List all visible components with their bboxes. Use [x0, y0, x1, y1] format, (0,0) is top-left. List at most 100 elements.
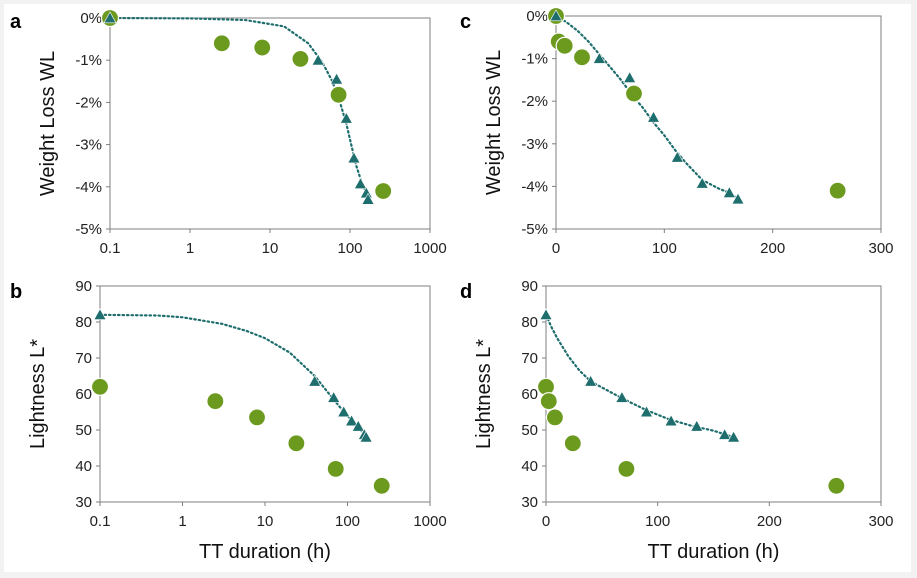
- y-axis-title: Weight Loss WL: [37, 51, 59, 196]
- panel-d: 0 100 200 300 90 80 70 60 50 40 30 Lightness L* TT d…: [460, 278, 894, 563]
- triangle-point: [345, 414, 359, 427]
- y-tick-label: -1%: [521, 51, 548, 68]
- triangle-point: [351, 419, 365, 432]
- circle-point: [372, 476, 391, 495]
- panel-letter: a: [10, 11, 22, 33]
- triangle-point: [359, 430, 373, 443]
- triangle-point: [103, 11, 117, 24]
- figure: 0.1 1 10 100 1000 0% -1% -2% -3% -4% -5% Weight Los…: [4, 4, 911, 572]
- circle-point: [563, 434, 582, 453]
- triangle-point: [584, 374, 598, 387]
- triangle-point: [311, 53, 325, 66]
- x-tick-label: 100: [652, 240, 677, 257]
- y-tick-label: -5%: [521, 221, 548, 238]
- triangle-point: [339, 111, 353, 124]
- y-tick-label: -5%: [75, 221, 102, 238]
- x-tick-label: 100: [645, 513, 670, 530]
- x-tick-label: 0: [552, 240, 560, 257]
- panel-letter: d: [460, 281, 472, 303]
- fit-curve: [108, 16, 370, 200]
- triangle-point: [549, 9, 563, 22]
- triangle-point: [722, 186, 736, 198]
- x-tick-label: 300: [868, 513, 893, 530]
- x-axis-title: TT duration (h): [648, 541, 780, 563]
- y-tick-label: 30: [75, 494, 92, 511]
- y-tick-label: -4%: [75, 179, 102, 196]
- x-tick-label: 0.1: [100, 240, 121, 257]
- fit-curve: [554, 14, 740, 201]
- circle-point: [617, 459, 636, 478]
- y-axis-title: Weight Loss WL: [483, 50, 505, 195]
- y-tick-label: 70: [75, 350, 92, 367]
- triangle-point: [623, 71, 637, 83]
- circle-point: [291, 49, 310, 69]
- triangle-point: [347, 151, 361, 164]
- circle-point: [827, 476, 846, 495]
- triangle-point: [361, 192, 375, 205]
- y-tick-label: 90: [75, 278, 92, 295]
- panel-b: 0.1 1 10 100 1000 90 80 70 60 50 40 30 Lightness L* T…: [10, 278, 447, 563]
- plot-frame: [99, 285, 431, 503]
- circle-point: [212, 34, 231, 53]
- triangle-point: [327, 390, 341, 403]
- y-tick-label: 0%: [80, 10, 102, 27]
- triangle-point: [93, 308, 107, 320]
- x-tick-label: 200: [760, 240, 785, 257]
- y-axis-title: Lightness L*: [473, 339, 495, 449]
- x-tick-label: 10: [262, 240, 279, 257]
- x-tick-label: 200: [757, 513, 782, 530]
- circle-point: [206, 392, 225, 411]
- y-tick-label: 40: [521, 458, 538, 475]
- circle-point: [828, 181, 847, 200]
- y-axis-title: Lightness L*: [27, 339, 49, 449]
- circle-point: [329, 85, 348, 104]
- y-tick-label: 60: [75, 386, 92, 403]
- plot-frame: [555, 15, 882, 230]
- triangle-point: [718, 428, 732, 440]
- y-tick-label: 80: [521, 314, 538, 331]
- triangle-point: [308, 374, 322, 387]
- circle-point: [90, 377, 110, 396]
- y-tick-label: -2%: [75, 94, 102, 111]
- fit-curve: [98, 313, 368, 439]
- y-tick-label: -4%: [521, 178, 548, 195]
- y-tick-label: 30: [521, 494, 538, 511]
- fit-curve: [544, 313, 735, 439]
- y-tick-label: -2%: [521, 93, 548, 110]
- plot-frame: [545, 285, 882, 503]
- triangle-point: [639, 405, 654, 418]
- triangle-point: [646, 110, 661, 123]
- circle-point: [326, 459, 345, 478]
- triangle-point: [615, 390, 629, 403]
- x-tick-label: 1: [186, 240, 194, 257]
- y-tick-label: -3%: [75, 137, 102, 154]
- x-tick-label: 0: [542, 513, 550, 530]
- y-tick-label: -3%: [521, 136, 548, 153]
- triangle-point: [670, 150, 684, 163]
- panel-a: 0.1 1 10 100 1000 0% -1% -2% -3% -4% -5% Weight Los…: [10, 8, 447, 257]
- triangle-point: [330, 72, 344, 85]
- triangle-point: [695, 176, 709, 189]
- circle-point: [247, 408, 267, 427]
- triangle-point: [731, 192, 745, 205]
- y-tick-label: 70: [521, 350, 538, 367]
- x-tick-label: 0.1: [90, 513, 111, 530]
- x-tick-label: 1000: [413, 513, 446, 530]
- panel-c: 0 100 200 300 0% -1% -2% -3% -4% -5% Weight Loss W…: [460, 6, 894, 257]
- triangle-point: [727, 430, 741, 443]
- circle-point: [253, 38, 272, 57]
- triangle-point: [337, 405, 351, 418]
- x-tick-label: 1: [178, 513, 186, 530]
- x-tick-label: 100: [337, 240, 362, 257]
- circle-point: [545, 408, 565, 427]
- x-tick-label: 100: [335, 513, 360, 530]
- triangle-point: [539, 308, 553, 320]
- circle-point: [624, 84, 644, 103]
- circle-point: [374, 181, 393, 201]
- triangle-point: [353, 177, 367, 189]
- circle-point: [287, 434, 306, 453]
- y-tick-label: 80: [75, 314, 92, 331]
- circle-point: [572, 48, 592, 67]
- x-axis-title: TT duration (h): [199, 541, 331, 563]
